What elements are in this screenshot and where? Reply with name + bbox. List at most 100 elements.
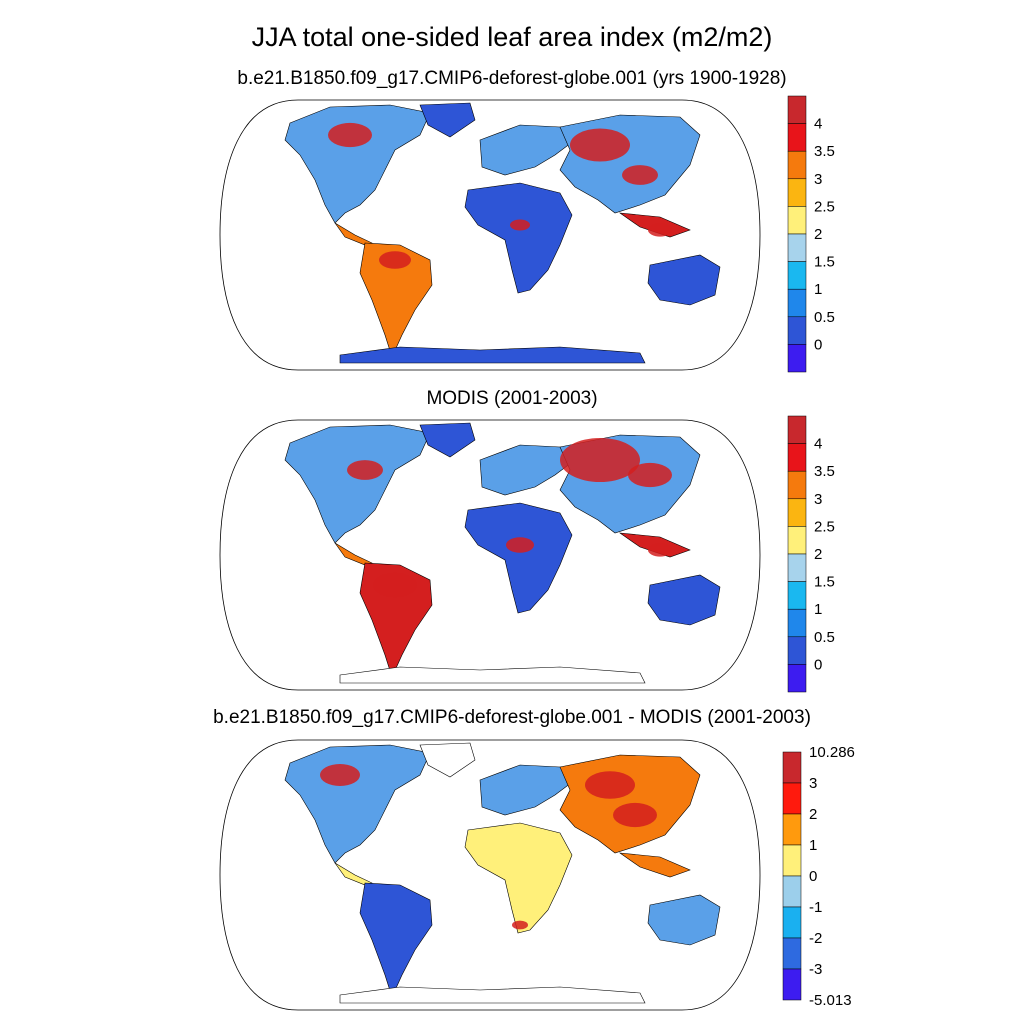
colorbar-label: 1 <box>814 601 822 618</box>
continent-africa <box>464 502 573 614</box>
colorbar-swatch <box>782 782 802 815</box>
hotspot <box>613 802 657 828</box>
continent-north-america <box>284 424 431 544</box>
colorbar-swatch <box>787 553 807 582</box>
hotspot <box>628 462 672 488</box>
hotspot <box>320 764 360 786</box>
continent-antarctica <box>339 666 646 684</box>
colorbar-label: 1.5 <box>814 574 835 591</box>
hotspot <box>510 219 530 231</box>
continent-southeast-asia <box>618 852 691 878</box>
continent-antarctica <box>339 346 646 364</box>
map-frame <box>219 99 761 371</box>
colorbar-swatch <box>787 581 807 610</box>
colorbar-label: 3.5 <box>814 463 835 480</box>
continent-australia <box>647 894 721 946</box>
continent-south-america <box>359 242 433 358</box>
colorbar-label: -5.013 <box>809 992 852 1009</box>
colorbar-label: 2.5 <box>814 198 835 215</box>
colorbar-label: 3 <box>814 491 822 508</box>
colorbar-swatch <box>782 844 802 877</box>
colorbar-label: 0 <box>809 868 817 885</box>
colorbar-swatch <box>787 608 807 638</box>
colorbar-swatch <box>787 178 807 207</box>
colorbar-swatch <box>787 123 807 152</box>
panel-3-title: b.e21.B1850.f09_g17.CMIP6-deforest-globe… <box>213 707 811 728</box>
colorbar-swatch <box>787 288 807 318</box>
colorbar-label: 4 <box>814 436 822 453</box>
colorbar-label: 2.5 <box>814 518 835 535</box>
map-frame <box>219 419 761 691</box>
panel-3-map <box>219 739 761 1011</box>
colorbar-swatch <box>787 344 807 373</box>
hotspot <box>648 543 672 557</box>
continent-antarctica <box>339 986 646 1004</box>
hotspot <box>560 438 640 482</box>
colorbar-swatch <box>787 206 807 235</box>
continent-asia <box>559 114 701 214</box>
colorbar-label: 0 <box>814 656 822 673</box>
continent-europe <box>479 444 576 496</box>
colorbar-label: 1 <box>814 281 822 298</box>
hotspot <box>622 165 658 185</box>
continent-central-america <box>334 862 373 886</box>
colorbar-swatch <box>787 415 807 444</box>
colorbar-label: 1 <box>809 837 817 854</box>
colorbar-swatch <box>787 95 807 124</box>
map-frame <box>219 739 761 1011</box>
hotspot <box>373 572 417 598</box>
continent-africa <box>464 822 573 934</box>
colorbar-swatch <box>787 261 807 290</box>
colorbar-swatch <box>782 937 802 970</box>
colorbar-label: 0.5 <box>814 629 835 646</box>
colorbar-label: 1.5 <box>814 254 835 271</box>
hotspot <box>648 223 672 237</box>
continent-europe <box>479 764 576 816</box>
hotspot <box>379 251 411 269</box>
colorbar-label: 3 <box>814 171 822 188</box>
continent-australia <box>647 254 721 306</box>
colorbar-swatch <box>787 470 807 500</box>
colorbar-label: -3 <box>809 961 822 978</box>
panel-2-colorbar: 4 3.5 3 2.5 2 1.5 1 0.5 0 <box>787 415 835 693</box>
colorbar-label: 3.5 <box>814 143 835 160</box>
hotspot <box>347 460 383 480</box>
colorbar-label: 0.5 <box>814 309 835 326</box>
figure-title: JJA total one-sided leaf area index (m2/… <box>251 22 773 52</box>
colorbar-label: 3 <box>809 775 817 792</box>
colorbar-swatch <box>787 316 807 345</box>
continent-south-america <box>359 882 433 998</box>
continent-greenland <box>419 422 476 458</box>
colorbar-label: 2 <box>809 806 817 823</box>
colorbar-label: -2 <box>809 930 822 947</box>
panel-1-colorbar: 4 3.5 3 2.5 2 1.5 1 0.5 0 <box>787 95 835 373</box>
continent-central-america <box>334 542 373 566</box>
colorbar-swatch <box>787 233 807 262</box>
colorbar-swatch <box>787 498 807 527</box>
continent-europe <box>479 124 576 176</box>
colorbar-swatch <box>782 813 802 846</box>
continent-africa <box>464 182 573 294</box>
continent-greenland <box>419 742 476 778</box>
colorbar-swatch <box>787 664 807 693</box>
panel-1-title: b.e21.B1850.f09_g17.CMIP6-deforest-globe… <box>237 68 787 89</box>
colorbar-label: 4 <box>814 116 822 133</box>
colorbar-swatch <box>782 906 802 939</box>
panel-1-map <box>219 99 761 371</box>
continent-greenland <box>419 102 476 138</box>
hotspot <box>506 537 534 553</box>
colorbar-label: 2 <box>814 546 822 563</box>
colorbar-label: 10.286 <box>809 744 855 761</box>
continent-north-america <box>284 744 431 864</box>
panel-2-title: MODIS (2001-2003) <box>426 388 598 409</box>
panel-3-colorbar: 10.286 3 2 1 0 -1 -2 -3 -5.013 <box>782 744 855 1009</box>
continent-central-america <box>334 222 373 246</box>
hotspot <box>328 122 372 148</box>
hotspot <box>570 128 630 162</box>
colorbar-label: 0 <box>814 336 822 353</box>
colorbar-swatch <box>787 636 807 665</box>
colorbar-label: 2 <box>814 226 822 243</box>
colorbar-swatch <box>787 443 807 472</box>
colorbar-swatch <box>787 150 807 180</box>
colorbar-label: -1 <box>809 899 822 916</box>
